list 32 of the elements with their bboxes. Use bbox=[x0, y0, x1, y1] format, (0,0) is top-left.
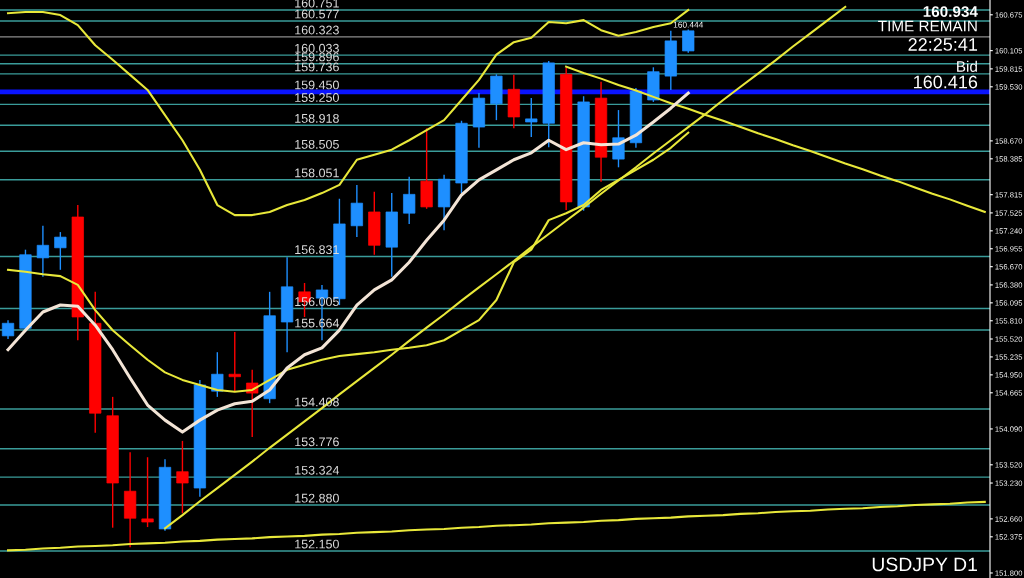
annotation: TIME REMAIN bbox=[878, 20, 977, 32]
ref-line-label: 159.250 bbox=[295, 93, 339, 102]
annotation: USDJPY D1 bbox=[872, 557, 977, 572]
candlestick bbox=[228, 331, 241, 393]
candlestick bbox=[525, 97, 538, 138]
ref-line-label: 152.150 bbox=[295, 539, 339, 549]
candlestick bbox=[141, 456, 154, 528]
candlestick bbox=[36, 225, 50, 278]
ref-line-label: 160.577 bbox=[295, 9, 339, 19]
candlestick bbox=[1, 319, 15, 340]
annotation: 22:25:41 bbox=[908, 38, 978, 51]
candlestick bbox=[350, 184, 363, 238]
ref-line-label: 153.324 bbox=[295, 465, 340, 475]
annotation: 160.444 bbox=[673, 21, 704, 28]
ref-line-label: 159.896 bbox=[295, 52, 339, 62]
ref-line-label: 152.880 bbox=[295, 493, 339, 503]
ref-line-label: 159.450 bbox=[295, 80, 339, 90]
annotation: 160.934 bbox=[923, 6, 978, 18]
annotation: Bid bbox=[957, 60, 977, 72]
ref-line-label: 158.918 bbox=[295, 113, 339, 123]
ref-line-label: 160.033 bbox=[295, 43, 339, 53]
line-series bbox=[6, 91, 690, 434]
candlestick bbox=[403, 176, 416, 225]
ref-line-label: 153.776 bbox=[295, 437, 339, 447]
ref-line-label: 160.323 bbox=[295, 25, 339, 35]
ref-line-label: 158.505 bbox=[295, 139, 339, 149]
candlestick bbox=[176, 440, 189, 514]
candlestick bbox=[211, 351, 224, 398]
candlestick bbox=[54, 231, 67, 271]
ref-line-label: 159.736 bbox=[295, 62, 339, 72]
ref-line-label: 158.051 bbox=[295, 168, 339, 178]
annotation: 160.416 bbox=[914, 75, 978, 89]
